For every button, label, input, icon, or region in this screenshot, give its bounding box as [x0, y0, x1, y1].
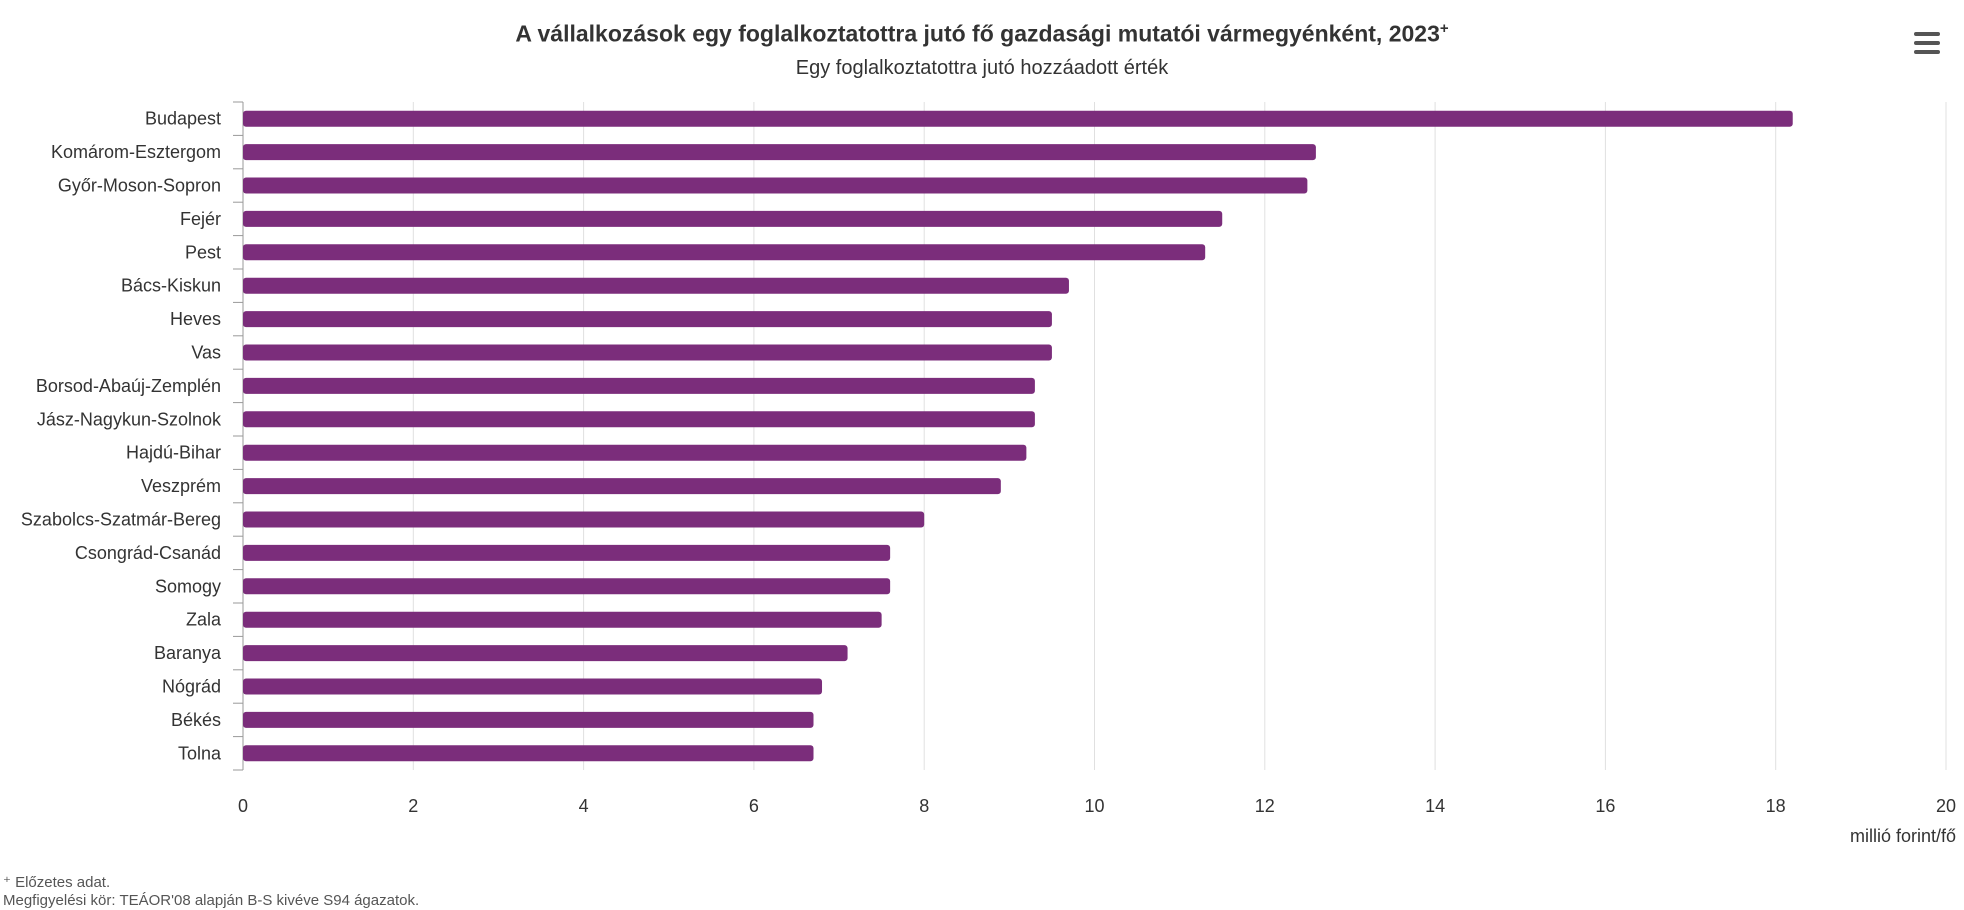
category-label: Győr-Moson-Sopron	[58, 176, 221, 196]
category-label: Veszprém	[141, 476, 221, 496]
x-tick-label: 20	[1936, 796, 1956, 816]
category-label: Szabolcs-Szatmár-Bereg	[21, 510, 221, 530]
category-label: Jász-Nagykun-Szolnok	[37, 409, 222, 429]
x-tick-label: 2	[408, 796, 418, 816]
category-label: Csongrád-Csanád	[75, 543, 221, 563]
category-label: Bács-Kiskun	[121, 276, 221, 296]
bar	[243, 511, 925, 528]
category-label: Somogy	[155, 576, 221, 596]
chart-subtitle: Egy foglalkoztatottra jutó hozzáadott ér…	[795, 57, 1169, 79]
category-label: Hajdú-Bihar	[126, 443, 221, 463]
category-label: Fejér	[180, 209, 221, 229]
bar	[243, 411, 1035, 428]
bar	[243, 311, 1052, 328]
bar	[243, 544, 891, 561]
category-label: Borsod-Abaúj-Zemplén	[36, 376, 221, 396]
bar	[243, 745, 814, 762]
bar-chart: Budapest Komárom-Esztergom Győr-Moson-Sopr…	[21, 101, 1956, 846]
bar	[243, 144, 1316, 161]
chart-menu-button[interactable]	[1912, 32, 1942, 58]
chart-title-text: A vállalkozások egy foglalkoztatottra ju…	[515, 20, 1440, 47]
x-tick-label: 0	[238, 796, 248, 816]
category-label: Zala	[186, 610, 222, 630]
x-tick-label: 8	[919, 796, 929, 816]
category-label: Baranya	[154, 643, 222, 663]
chart-title: A vállalkozások egy foglalkoztatottra ju…	[0, 20, 1964, 48]
bar	[243, 110, 1793, 127]
bar	[243, 210, 1223, 227]
bar	[243, 711, 814, 728]
bar	[243, 244, 1206, 261]
x-tick-label: 10	[1084, 796, 1104, 816]
category-label: Nógrád	[162, 677, 221, 697]
bar	[243, 578, 891, 595]
bar	[243, 177, 1308, 194]
x-tick-label: 6	[749, 796, 759, 816]
chart-title-mark: +	[1439, 20, 1449, 37]
bar	[243, 645, 848, 662]
x-tick-label: 4	[579, 796, 589, 816]
bar	[243, 277, 1069, 294]
x-tick-label: 16	[1595, 796, 1615, 816]
category-label: Komárom-Esztergom	[51, 142, 221, 162]
bar	[243, 478, 1001, 495]
category-label: Budapest	[145, 109, 221, 129]
category-label: Pest	[185, 242, 221, 262]
hamburger-menu-icon	[1912, 32, 1942, 54]
bar	[243, 377, 1035, 394]
x-tick-label: 18	[1766, 796, 1786, 816]
bar	[243, 444, 1027, 461]
bar	[243, 611, 882, 628]
category-label: Békés	[171, 710, 221, 730]
x-tick-label: 14	[1425, 796, 1445, 816]
x-tick-label: 12	[1255, 796, 1275, 816]
bar	[243, 344, 1052, 361]
bar	[243, 678, 823, 695]
category-label: Vas	[191, 343, 221, 363]
footnote-scope: Megfigyelési kör: TEÁOR'08 alapján B-S k…	[3, 892, 420, 909]
category-label: Heves	[170, 309, 221, 329]
category-label: Tolna	[178, 743, 222, 763]
footnote-preliminary: ⁺ Előzetes adat.	[3, 874, 111, 891]
x-axis-label: millió forint/fő	[1850, 826, 1956, 846]
